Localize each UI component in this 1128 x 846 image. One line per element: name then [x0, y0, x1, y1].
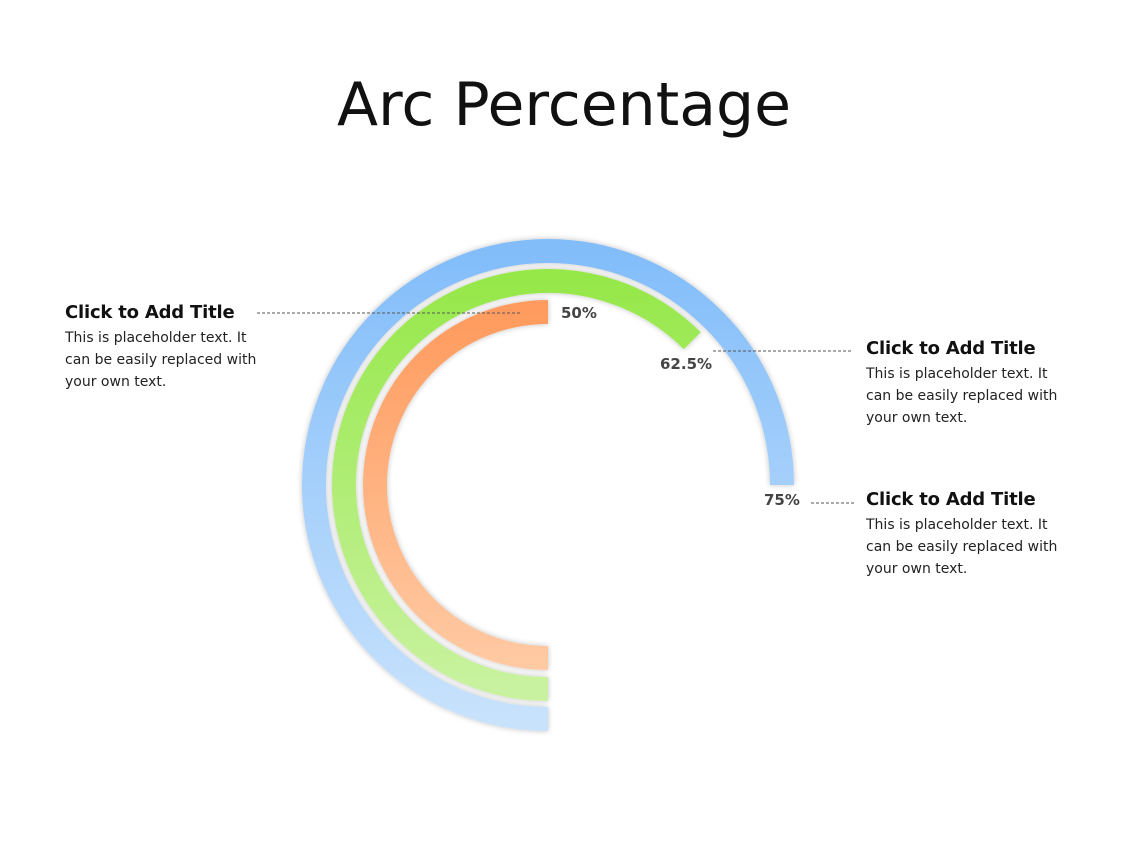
callout-text[interactable]: This is placeholder text. It can be easi… — [65, 330, 257, 390]
arc-62-5-percent — [332, 269, 701, 701]
callout-title[interactable]: Click to Add Title — [866, 338, 1036, 359]
arc-label-50: 50% — [561, 304, 597, 322]
arc-50-percent — [363, 300, 549, 670]
callout-text[interactable]: This is placeholder text. It can be easi… — [866, 517, 1058, 577]
slide-title: Arc Percentage — [337, 70, 791, 140]
callout-title[interactable]: Click to Add Title — [65, 302, 235, 323]
callout-right-top: Click to Add Title This is placeholder t… — [866, 338, 1066, 429]
callout-text[interactable]: This is placeholder text. It can be easi… — [866, 366, 1058, 426]
arc-75-percent — [302, 239, 794, 731]
arc-label-62-5: 62.5% — [660, 355, 713, 373]
arc-label-75: 75% — [764, 491, 800, 509]
callout-right-bottom: Click to Add Title This is placeholder t… — [866, 489, 1066, 580]
callout-title[interactable]: Click to Add Title — [866, 489, 1036, 510]
callout-left: Click to Add Title This is placeholder t… — [65, 302, 265, 393]
